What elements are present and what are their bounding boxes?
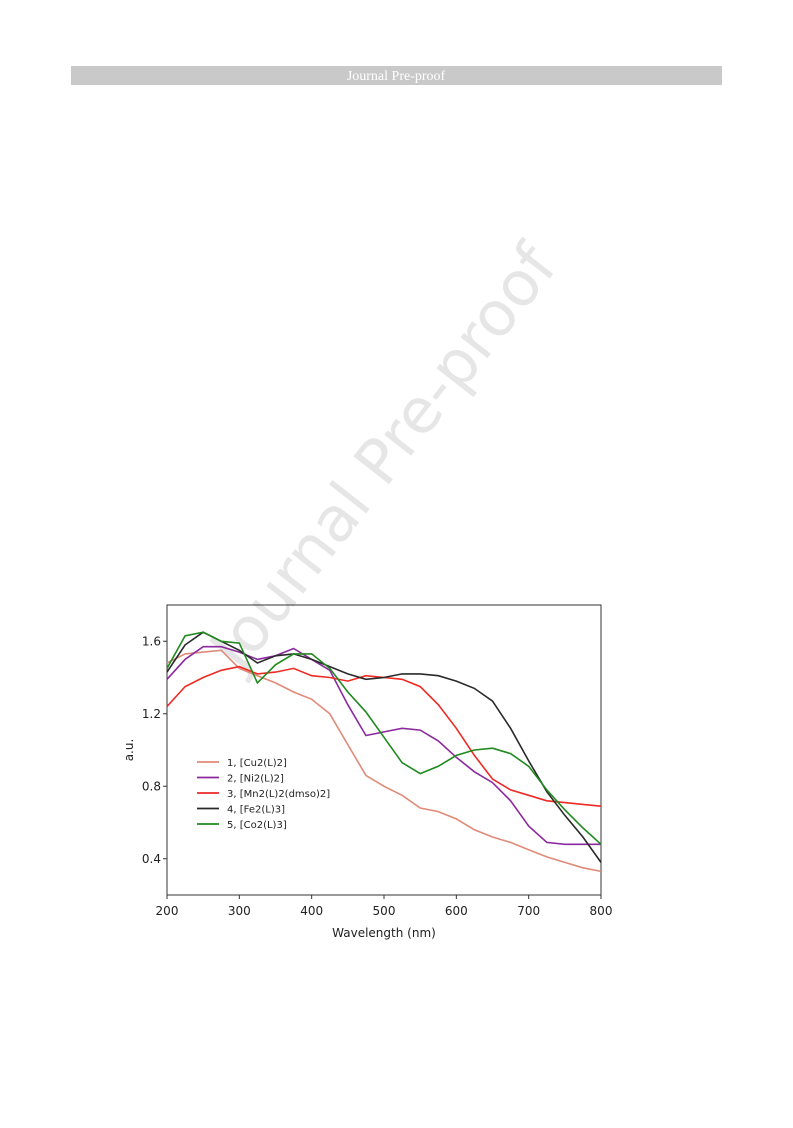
- watermark: Journal Pre-proof: [193, 229, 572, 686]
- x-tick-label: 400: [300, 904, 323, 918]
- x-tick-label: 700: [517, 904, 540, 918]
- x-tick-label: 200: [156, 904, 179, 918]
- y-tick-label: 1.6: [142, 634, 161, 648]
- series-line: [166, 631, 602, 845]
- legend-label: 5, [Co2(L)3]: [227, 820, 287, 831]
- series-line: [166, 631, 602, 863]
- x-tick-label: 300: [228, 904, 251, 918]
- chart: 200 300 400 500 600 700 800 0.4 0.8 1.2 1.6 Wavelen…: [122, 604, 613, 940]
- legend-label: 4, [Fe2(L)3]: [227, 805, 285, 816]
- series-line: [166, 645, 601, 846]
- legend-label: 1, [Cu2(L)2]: [227, 758, 287, 769]
- y-axis-label: a.u.: [122, 739, 136, 762]
- x-tick-label: 800: [590, 904, 613, 918]
- header-bar: [71, 66, 722, 85]
- y-tick-label: 1.2: [142, 707, 161, 721]
- legend-label: 3, [Mn2(L)2(dmso)2]: [227, 789, 330, 800]
- x-axis-label: Wavelength (nm): [332, 926, 436, 940]
- header-title: Journal Pre-proof: [347, 69, 446, 84]
- y-tick-label: 0.8: [142, 779, 161, 793]
- x-tick-label: 500: [373, 904, 396, 918]
- series-line: [166, 649, 602, 873]
- x-tick-label: 600: [445, 904, 468, 918]
- legend-label: 2, [Ni2(L)2]: [227, 774, 284, 785]
- y-tick-label: 0.4: [142, 852, 161, 866]
